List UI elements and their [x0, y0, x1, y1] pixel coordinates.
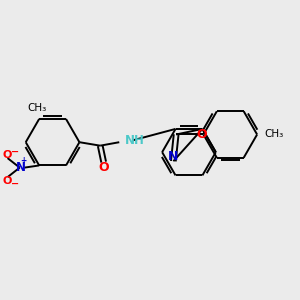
Text: O: O: [196, 128, 207, 141]
Text: O: O: [98, 161, 109, 174]
Text: −: −: [11, 147, 20, 157]
Text: O: O: [3, 150, 12, 160]
Text: +: +: [20, 156, 27, 165]
Text: N: N: [16, 161, 26, 174]
Text: CH₃: CH₃: [27, 103, 46, 113]
Text: −: −: [11, 178, 20, 189]
Text: CH₃: CH₃: [264, 130, 283, 140]
Text: NH: NH: [125, 134, 145, 147]
Text: O: O: [3, 176, 12, 186]
Text: N: N: [168, 149, 178, 163]
